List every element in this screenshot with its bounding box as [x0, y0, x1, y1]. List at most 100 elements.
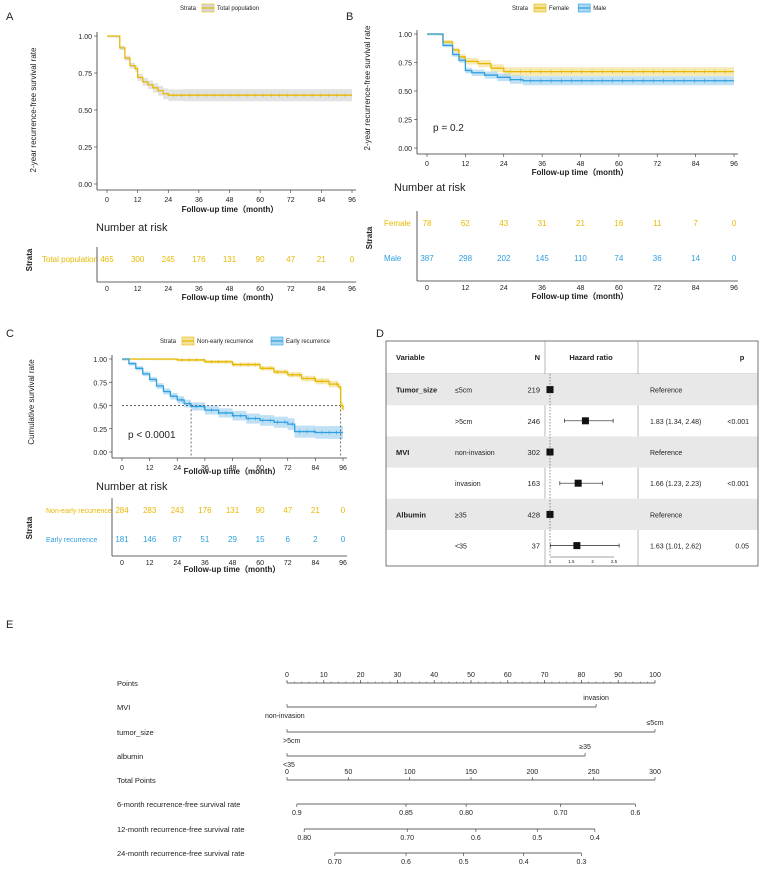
- panel-label-C: C: [6, 328, 14, 340]
- risk-value: 90: [256, 255, 265, 264]
- risk-x-tick-label: 24: [173, 560, 181, 567]
- risk-value: 146: [143, 535, 157, 544]
- nomogram-tick-label: 50: [467, 672, 475, 679]
- forest-tick-label: 1.5: [568, 559, 575, 564]
- y-axis-title: 2-year recurrence-free survival rate: [29, 47, 38, 172]
- nomogram-level-label: >5cm: [283, 738, 300, 745]
- nomogram-tick-label: 0.80: [297, 835, 311, 842]
- panel-label-A: A: [6, 11, 14, 23]
- risk-value: 0: [341, 535, 346, 544]
- risk-value: 15: [256, 535, 265, 544]
- risk-x-tick-label: 24: [500, 285, 508, 292]
- row-level: ≥35: [455, 512, 467, 519]
- risk-value: 21: [317, 255, 326, 264]
- panel-label-D: D: [376, 328, 384, 340]
- hr-point: [574, 479, 582, 487]
- y-tick-label: 0.50: [78, 108, 92, 115]
- x-tick-label: 48: [577, 161, 585, 168]
- risk-x-tick-label: 48: [226, 286, 234, 293]
- x-tick-label: 60: [615, 161, 623, 168]
- x-tick-label: 48: [226, 197, 234, 204]
- row-p: 0.05: [735, 544, 749, 551]
- risk-value: 29: [228, 535, 237, 544]
- risk-value: 87: [173, 535, 182, 544]
- y-tick-label: 0.00: [93, 450, 107, 457]
- nomogram-tick-label: 0.3: [577, 859, 587, 866]
- header-variable: Variable: [396, 353, 425, 362]
- nomogram-tick-label: 10: [320, 672, 328, 679]
- row-hr-text: 1.83 (1.34, 2.48): [650, 419, 701, 426]
- nomogram-tick-label: 0.70: [400, 835, 414, 842]
- row-level: ≤5cm: [455, 388, 472, 395]
- risk-x-tick-label: 12: [461, 285, 469, 292]
- y-tick-label: 0.25: [398, 118, 412, 125]
- x-tick-label: 96: [730, 161, 738, 168]
- hr-point: [581, 417, 589, 425]
- risk-x-tick-label: 60: [615, 285, 623, 292]
- risk-value: 0: [732, 254, 737, 263]
- x-tick-label: 60: [256, 197, 264, 204]
- x-tick-label: 12: [134, 197, 142, 204]
- y-tick-label: 0.50: [398, 89, 412, 96]
- x-axis-title: Follow-up time（month）: [184, 466, 281, 476]
- p-value: p = 0.2: [433, 123, 464, 134]
- row-shade: [386, 498, 758, 530]
- risk-x-tick-label: 0: [120, 560, 124, 567]
- nomogram-tick-label: 300: [649, 769, 661, 776]
- row-variable: MVI: [396, 448, 409, 457]
- risk-value: 245: [162, 255, 176, 264]
- row-n: 219: [527, 386, 540, 395]
- row-n: 37: [532, 542, 540, 551]
- nomogram-tick-label: 0.9: [292, 810, 302, 817]
- nomogram-tick-label: 0.6: [401, 859, 411, 866]
- risk-x-tick-label: 72: [284, 560, 292, 567]
- row-hr-text: Reference: [650, 512, 682, 519]
- risk-x-axis-title: Follow-up time（month）: [184, 564, 281, 574]
- risk-x-tick-label: 36: [538, 285, 546, 292]
- nomogram-tick-label: 100: [404, 769, 416, 776]
- risk-value: 16: [614, 219, 623, 228]
- x-tick-label: 24: [164, 197, 172, 204]
- y-tick-label: 0.75: [398, 61, 412, 68]
- risk-x-tick-label: 36: [201, 560, 209, 567]
- x-tick-label: 84: [317, 197, 325, 204]
- risk-value: 11: [653, 219, 662, 228]
- nomogram-tick-label: 50: [344, 769, 352, 776]
- risk-value: 21: [311, 506, 320, 515]
- risk-value: 74: [614, 254, 623, 263]
- risk-value: 78: [423, 219, 432, 228]
- row-hr-text: Reference: [650, 388, 682, 395]
- legend-title: Strata: [160, 339, 177, 345]
- forest-tick-label: 2.5: [611, 559, 618, 564]
- x-tick-label: 72: [284, 465, 292, 472]
- nomogram-tick-label: 60: [504, 672, 512, 679]
- nomogram-tick-label: 0.5: [532, 835, 542, 842]
- risk-table-ylabel: Strata: [365, 226, 374, 249]
- risk-value: 110: [574, 254, 587, 263]
- survival-curve-0: [427, 33, 734, 73]
- row-hr-text: 1.63 (1.01, 2.62): [650, 544, 701, 551]
- y-tick-label: 0.00: [398, 146, 412, 153]
- nomogram-tick-label: 0.6: [631, 810, 641, 817]
- nomogram-level-label: ≤5cm: [646, 720, 663, 727]
- y-tick-label: 0.00: [78, 182, 92, 189]
- nomogram-row-label: tumor_size: [117, 728, 154, 737]
- risk-x-tick-label: 72: [653, 285, 661, 292]
- risk-value: 6: [286, 535, 291, 544]
- y-tick-label: 1.00: [398, 32, 412, 39]
- row-p: <0.001: [727, 419, 749, 426]
- forest-tick-label: 2: [591, 559, 594, 564]
- nomogram-level-label: invasion: [583, 695, 609, 702]
- x-tick-label: 60: [256, 465, 264, 472]
- risk-x-tick-label: 48: [577, 285, 585, 292]
- header-p: p: [740, 353, 745, 362]
- risk-value: 7: [693, 219, 698, 228]
- risk-value: 176: [198, 506, 212, 515]
- risk-value: 181: [115, 535, 129, 544]
- x-tick-label: 72: [287, 197, 295, 204]
- ci-band-0: [107, 36, 352, 102]
- legend-title: Strata: [512, 6, 529, 12]
- row-variable: Tumor_size: [396, 386, 437, 395]
- x-axis-title: Follow-up time（month）: [532, 167, 629, 177]
- risk-x-tick-label: 96: [348, 286, 356, 293]
